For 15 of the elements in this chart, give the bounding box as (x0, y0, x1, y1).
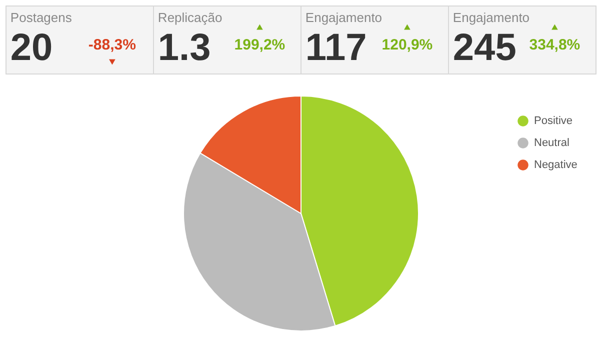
data-label: 199,2% (234, 36, 286, 54)
data-label: 334,8% (529, 36, 580, 54)
category-label: Engajamento (452, 10, 530, 25)
legend-label: Positive (534, 115, 573, 127)
legend-label: Neutral (534, 137, 570, 149)
data-label: 1.3 (158, 27, 211, 69)
data-label: 117 (305, 27, 367, 69)
legend-label: Negative (534, 159, 578, 171)
data-label: 20 (10, 27, 53, 69)
category-label: Engajamento (305, 10, 382, 25)
data-label: 120,9% (382, 36, 433, 54)
category-label: Postagens (10, 10, 72, 25)
data-label: 245 (452, 27, 516, 69)
category-label: Replicação (158, 10, 222, 25)
data-label: -88,3% (88, 36, 136, 54)
